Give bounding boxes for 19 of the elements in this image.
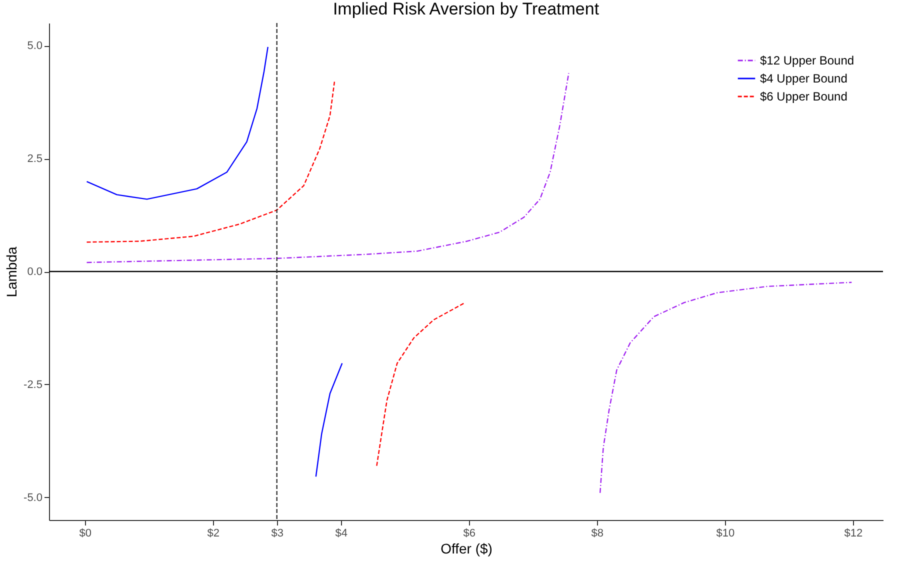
x-tick-label: $8: [591, 528, 604, 540]
legend-label: $12 Upper Bound: [760, 54, 854, 68]
x-axis-title: Offer ($): [440, 540, 492, 556]
chart-title: Implied Risk Aversion by Treatment: [332, 0, 600, 18]
y-tick-label: -5.0: [24, 492, 42, 504]
x-tick-label: $12: [844, 528, 863, 540]
x-tick-label: $6: [463, 528, 476, 540]
x-tick-label: $3: [271, 528, 284, 540]
legend-label: $4 Upper Bound: [760, 72, 848, 86]
x-tick-label: $4: [335, 528, 348, 540]
y-axis-title: Lambda: [4, 246, 20, 298]
x-tick-label: $2: [207, 528, 220, 540]
legend-label: $6 Upper Bound: [760, 90, 848, 104]
y-tick-label: 0.0: [27, 266, 42, 278]
x-tick-label: $10: [716, 528, 735, 540]
y-tick-label: 2.5: [27, 153, 42, 166]
y-tick-label: -2.5: [24, 378, 42, 391]
y-tick-label: 5.0: [27, 40, 42, 52]
x-tick-label: $0: [79, 528, 92, 540]
